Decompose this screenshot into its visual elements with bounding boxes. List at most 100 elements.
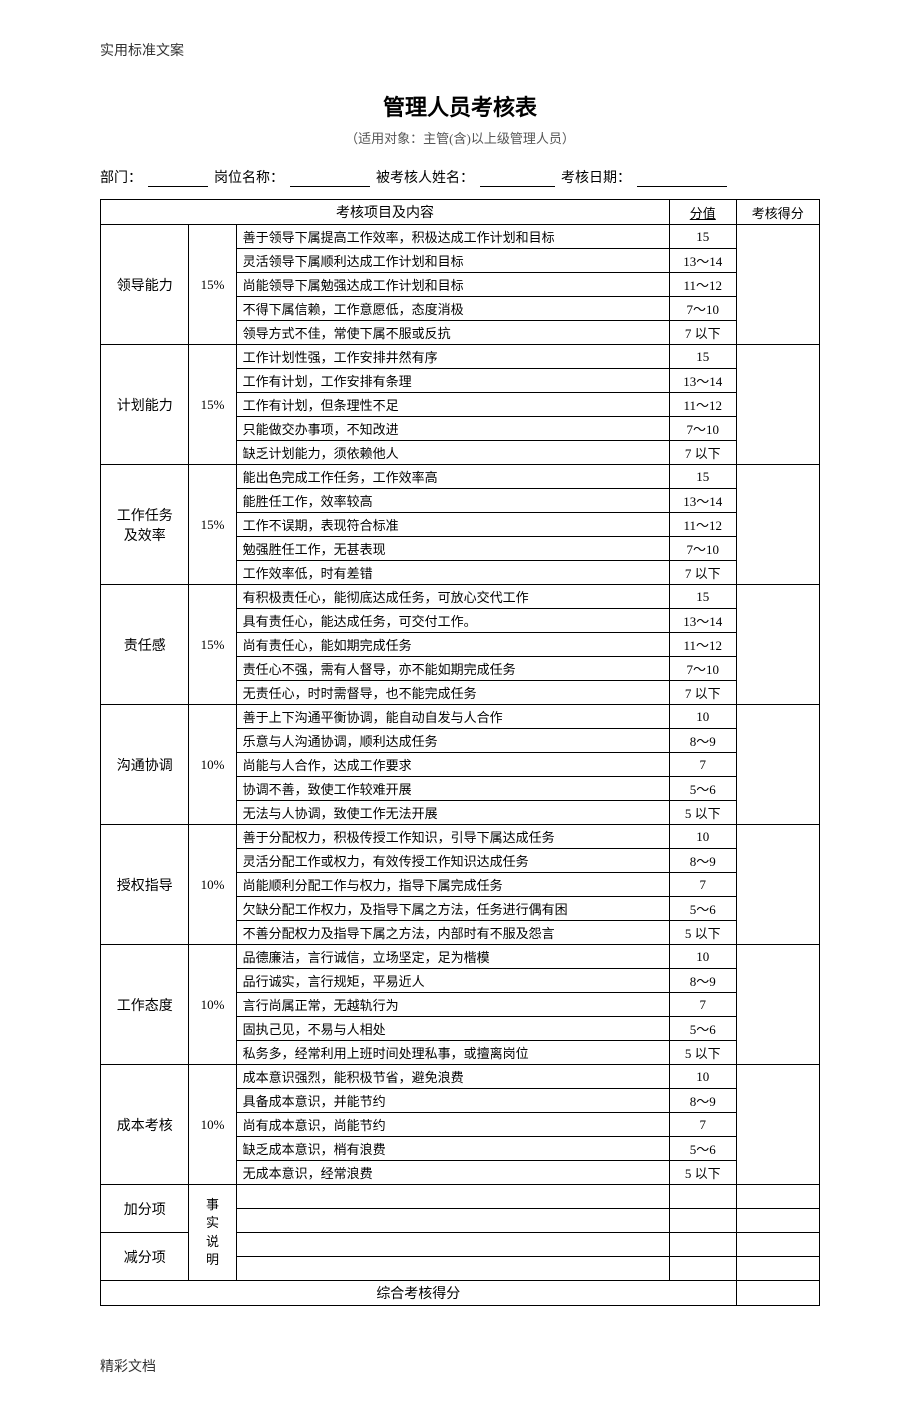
criteria-desc: 言行尚属正常，无越轨行为 <box>236 993 669 1017</box>
date-line <box>637 167 727 187</box>
header-result: 考核得分 <box>736 200 819 225</box>
bonus-score-cell <box>669 1209 736 1233</box>
category-weight: 10% <box>189 705 236 825</box>
bonus-minus-label: 减分项 <box>101 1233 189 1281</box>
category-weight: 10% <box>189 1065 236 1185</box>
category-name: 授权指导 <box>101 825 189 945</box>
score-value: 5 以下 <box>669 1041 736 1065</box>
bonus-fact-cell <box>236 1185 669 1209</box>
bonus-result-cell <box>736 1209 819 1233</box>
position-line <box>290 167 370 187</box>
result-cell <box>736 825 819 945</box>
score-value: 7 以下 <box>669 321 736 345</box>
score-value: 11～12 <box>669 273 736 297</box>
score-value: 7 <box>669 993 736 1017</box>
category-weight: 15% <box>189 465 236 585</box>
dept-label: 部门： <box>100 167 142 187</box>
table-row: 授权指导10%善于分配权力，积极传授工作知识，引导下属达成任务10 <box>101 825 820 849</box>
score-value: 7 <box>669 1113 736 1137</box>
criteria-desc: 领导方式不佳，常使下属不服或反抗 <box>236 321 669 345</box>
criteria-desc: 责任心不强，需有人督导，亦不能如期完成任务 <box>236 657 669 681</box>
score-value: 11～12 <box>669 393 736 417</box>
bonus-plus-label: 加分项 <box>101 1185 189 1233</box>
category-name: 计划能力 <box>101 345 189 465</box>
criteria-desc: 私务多，经常利用上班时间处理私事，或擅离岗位 <box>236 1041 669 1065</box>
criteria-desc: 品行诚实，言行规矩，平易近人 <box>236 969 669 993</box>
score-value: 7～10 <box>669 537 736 561</box>
criteria-desc: 工作不误期，表现符合标准 <box>236 513 669 537</box>
table-row: 成本考核10%成本意识强烈，能积极节省，避免浪费10 <box>101 1065 820 1089</box>
name-line <box>480 167 555 187</box>
criteria-desc: 有积极责任心，能彻底达成任务，可放心交代工作 <box>236 585 669 609</box>
category-weight: 15% <box>189 585 236 705</box>
score-value: 5 以下 <box>669 801 736 825</box>
bonus-result-cell <box>736 1257 819 1281</box>
category-name: 领导能力 <box>101 225 189 345</box>
position-label: 岗位名称： <box>214 167 284 187</box>
result-cell <box>736 945 819 1065</box>
score-value: 15 <box>669 465 736 489</box>
score-value: 8～9 <box>669 729 736 753</box>
category-name: 工作任务及效率 <box>101 465 189 585</box>
result-cell <box>736 705 819 825</box>
score-value: 7～10 <box>669 657 736 681</box>
criteria-desc: 固执己见，不易与人相处 <box>236 1017 669 1041</box>
score-value: 7 <box>669 753 736 777</box>
criteria-desc: 无责任心，时时需督导，也不能完成任务 <box>236 681 669 705</box>
name-label: 被考核人姓名： <box>376 167 474 187</box>
score-value: 7 <box>669 873 736 897</box>
table-row: 工作任务及效率15%能出色完成工作任务，工作效率高15 <box>101 465 820 489</box>
score-value: 10 <box>669 705 736 729</box>
criteria-desc: 成本意识强烈，能积极节省，避免浪费 <box>236 1065 669 1089</box>
evaluation-table: 考核项目及内容 分值 考核得分 领导能力15%善于领导下属提高工作效率，积极达成… <box>100 199 820 1306</box>
score-value: 15 <box>669 345 736 369</box>
score-value: 7 以下 <box>669 561 736 585</box>
criteria-desc: 工作效率低，时有差错 <box>236 561 669 585</box>
page-title: 管理人员考核表 <box>100 90 820 122</box>
score-value: 10 <box>669 1065 736 1089</box>
criteria-desc: 缺乏成本意识，梢有浪费 <box>236 1137 669 1161</box>
score-value: 5～6 <box>669 777 736 801</box>
criteria-desc: 无成本意识，经常浪费 <box>236 1161 669 1185</box>
score-value: 15 <box>669 225 736 249</box>
criteria-desc: 工作计划性强，工作安排井然有序 <box>236 345 669 369</box>
table-row: 责任感15%有积极责任心，能彻底达成任务，可放心交代工作15 <box>101 585 820 609</box>
score-value: 7～10 <box>669 297 736 321</box>
score-value: 5～6 <box>669 1137 736 1161</box>
criteria-desc: 只能做交办事项，不知改进 <box>236 417 669 441</box>
header-main: 考核项目及内容 <box>101 200 670 225</box>
criteria-desc: 尚能顺利分配工作与权力，指导下属完成任务 <box>236 873 669 897</box>
result-cell <box>736 465 819 585</box>
criteria-desc: 品德廉洁，言行诚信，立场坚定，足为楷模 <box>236 945 669 969</box>
score-value: 13～14 <box>669 249 736 273</box>
criteria-desc: 具有责任心，能达成任务，可交付工作。 <box>236 609 669 633</box>
criteria-desc: 尚有责任心，能如期完成任务 <box>236 633 669 657</box>
score-value: 8～9 <box>669 1089 736 1113</box>
score-value: 7～10 <box>669 417 736 441</box>
criteria-desc: 能胜任工作，效率较高 <box>236 489 669 513</box>
criteria-desc: 乐意与人沟通协调，顺利达成任务 <box>236 729 669 753</box>
score-value: 13～14 <box>669 489 736 513</box>
bonus-score-cell <box>669 1185 736 1209</box>
header-text: 实用标准文案 <box>100 40 820 60</box>
score-value: 5 以下 <box>669 921 736 945</box>
score-value: 11～12 <box>669 633 736 657</box>
criteria-desc: 不善分配权力及指导下属之方法，内部时有不服及怨言 <box>236 921 669 945</box>
category-name: 工作态度 <box>101 945 189 1065</box>
bonus-score-cell <box>669 1233 736 1257</box>
criteria-desc: 具备成本意识，并能节约 <box>236 1089 669 1113</box>
score-value: 7 以下 <box>669 681 736 705</box>
category-name: 成本考核 <box>101 1065 189 1185</box>
bonus-result-cell <box>736 1185 819 1209</box>
bonus-fact-cell <box>236 1257 669 1281</box>
bonus-fact-cell <box>236 1233 669 1257</box>
criteria-desc: 灵活分配工作或权力，有效传授工作知识达成任务 <box>236 849 669 873</box>
criteria-desc: 善于分配权力，积极传授工作知识，引导下属达成任务 <box>236 825 669 849</box>
footer-text: 精彩文档 <box>100 1356 820 1376</box>
category-weight: 10% <box>189 825 236 945</box>
bonus-plus-row: 加分项事实说明 <box>101 1185 820 1209</box>
header-score: 分值 <box>669 200 736 225</box>
criteria-desc: 不得下属信赖，工作意愿低，态度消极 <box>236 297 669 321</box>
score-value: 7 以下 <box>669 441 736 465</box>
score-value: 15 <box>669 585 736 609</box>
